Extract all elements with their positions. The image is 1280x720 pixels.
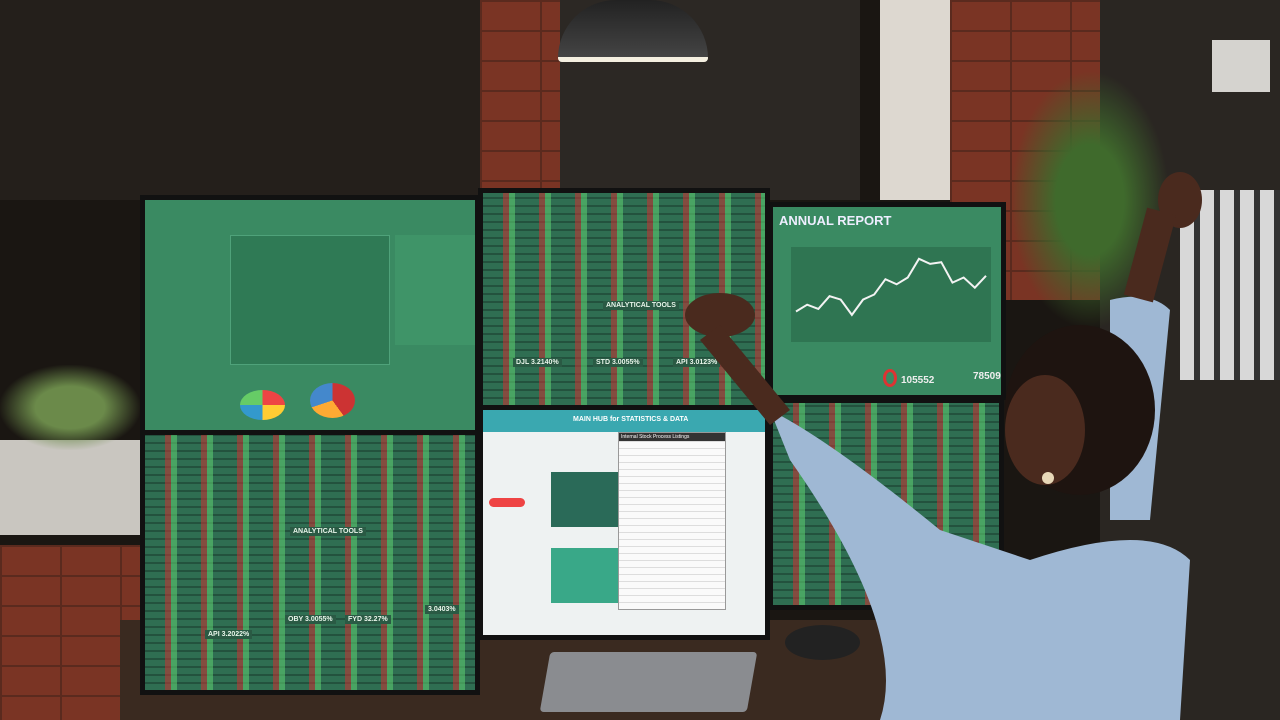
monitor-bottom-left: ANALYTICAL TOOLS API 3.2022% OBY 3.0055%… [140, 430, 480, 695]
pie-chart-icon [240, 390, 285, 420]
stat-value: 785097 [973, 371, 1006, 382]
brick-wall-left [0, 545, 140, 720]
brick-wall-top [480, 0, 560, 190]
mouse[interactable] [785, 625, 860, 660]
hub-red-button[interactable] [489, 498, 525, 507]
popup-title: Internal Stock Process Listings [619, 433, 725, 441]
world-map-panel [395, 235, 475, 345]
ticker-quote: OBY 3.0055% [285, 615, 336, 624]
bar-chart-panel [230, 235, 390, 365]
plant-left [0, 365, 140, 450]
pie-chart-icon [310, 383, 355, 418]
monitor-hub: MAIN HUB for STATISTICS & DATA Internal … [478, 405, 770, 640]
person [685, 172, 1202, 720]
plant-pot [1212, 40, 1270, 92]
stat-value: 105552 [901, 375, 935, 386]
hub-header [483, 410, 765, 432]
hub-title: MAIN HUB for STATISTICS & DATA [573, 416, 689, 423]
ticker-label: ANALYTICAL TOOLS [603, 301, 679, 310]
ticker-label: ANALYTICAL TOOLS [290, 527, 366, 536]
wall-column [880, 0, 950, 200]
monitor-top-left [140, 195, 480, 435]
window-left [0, 0, 480, 200]
hub-chart-tile [551, 472, 621, 527]
ticker-quote: API 3.2022% [205, 630, 253, 639]
planter-left [0, 440, 140, 535]
lamp-shade [558, 0, 708, 62]
stock-listing-popup: Internal Stock Process Listings [618, 432, 726, 610]
ticker-quote: 3.0403% [425, 605, 459, 614]
stat-ring [883, 369, 897, 387]
hub-chart-tile [551, 548, 621, 603]
ticker-quote: DJL 3.2140% [513, 358, 562, 367]
binders [1180, 190, 1280, 380]
report-title: ANNUAL REPORT [779, 213, 892, 228]
report-line [795, 257, 987, 317]
ticker-quote: STD 3.0055% [593, 358, 643, 367]
ticker-quote: API 3.0123% [673, 358, 721, 367]
line-chart [791, 247, 991, 342]
ticker-quote: FYD 32.27% [345, 615, 391, 624]
monitor-annual-report: ANNUAL REPORT 105552 785097 [768, 202, 1006, 400]
